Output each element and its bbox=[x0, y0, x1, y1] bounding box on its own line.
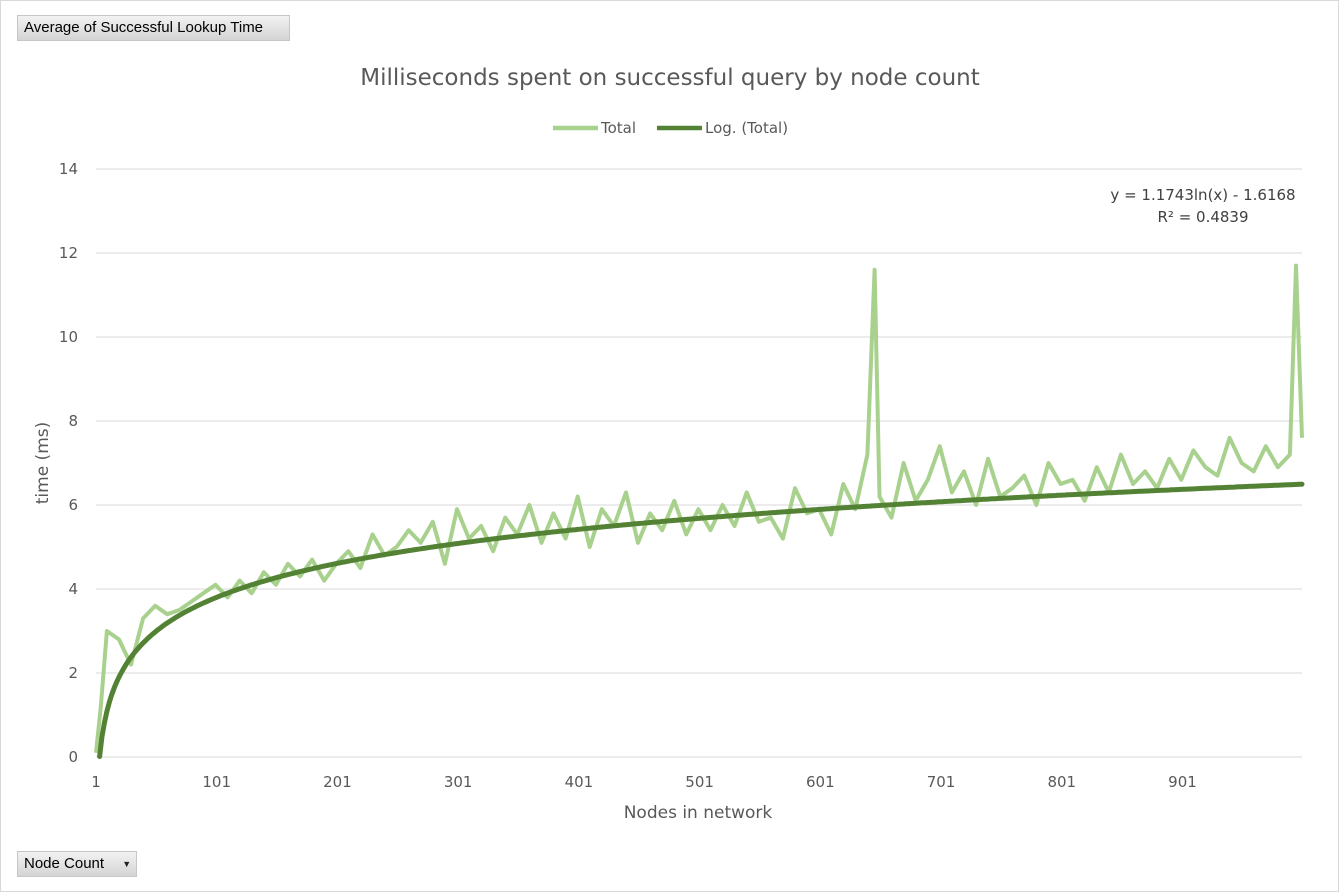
y-tick-label: 0 bbox=[68, 748, 78, 766]
x-tick-label: 401 bbox=[565, 773, 594, 791]
legend-label-total: Total bbox=[600, 119, 636, 137]
x-tick-label: 501 bbox=[685, 773, 714, 791]
axis-field-label: Node Count bbox=[24, 855, 105, 872]
axis-field-button[interactable]: Node Count ▼ bbox=[17, 851, 137, 877]
y-tick-label: 4 bbox=[68, 580, 78, 598]
series-log-trendline bbox=[97, 481, 1305, 759]
y-tick-label: 6 bbox=[68, 496, 78, 514]
y-tick-label: 2 bbox=[68, 664, 78, 682]
y-tick-label: 8 bbox=[68, 412, 78, 430]
x-tick-label: 601 bbox=[806, 773, 835, 791]
x-tick-label: 901 bbox=[1168, 773, 1197, 791]
gridlines bbox=[96, 168, 1302, 758]
y-axis: 0 2 4 6 8 10 12 14 bbox=[59, 160, 78, 766]
x-tick-label: 701 bbox=[927, 773, 956, 791]
chart-title: Milliseconds spent on successful query b… bbox=[360, 65, 980, 91]
x-tick-label: 101 bbox=[202, 773, 231, 791]
y-tick-label: 12 bbox=[59, 244, 78, 262]
x-tick-label: 801 bbox=[1047, 773, 1076, 791]
x-tick-label: 1 bbox=[91, 773, 101, 791]
trendline-equation: y = 1.1743ln(x) - 1.6168 bbox=[1110, 186, 1295, 204]
x-axis-title: Nodes in network bbox=[624, 803, 773, 823]
legend-label-log: Log. (Total) bbox=[705, 119, 788, 137]
x-tick-label: 201 bbox=[323, 773, 352, 791]
trendline-r-squared: R² = 0.4839 bbox=[1157, 208, 1248, 226]
y-tick-label: 14 bbox=[59, 160, 78, 178]
x-tick-label: 301 bbox=[444, 773, 473, 791]
y-tick-label: 10 bbox=[59, 328, 78, 346]
x-axis: 1 101 201 301 401 501 601 701 801 901 bbox=[91, 773, 1197, 791]
value-field-button[interactable]: Average of Successful Lookup Time bbox=[17, 15, 290, 41]
dropdown-arrow-icon: ▼ bbox=[122, 859, 132, 870]
legend: Total Log. (Total) bbox=[553, 119, 788, 137]
y-axis-title: time (ms) bbox=[33, 422, 53, 505]
series-total-line bbox=[94, 263, 1304, 754]
